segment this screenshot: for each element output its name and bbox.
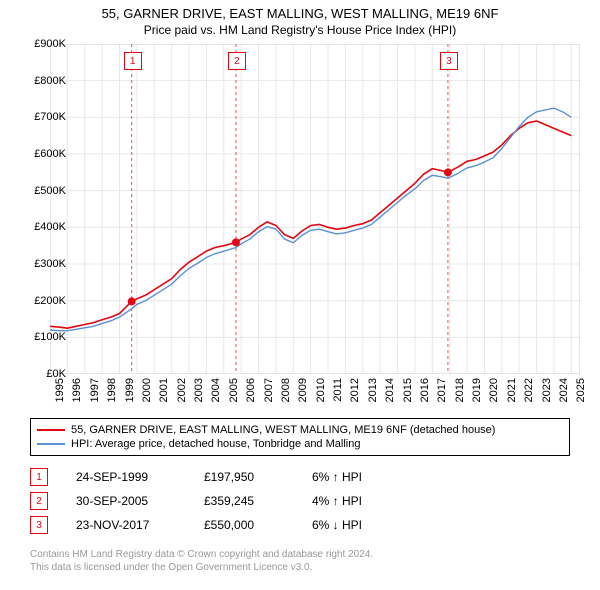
event-price: £197,950 [204,470,284,484]
chart-title-line2: Price paid vs. HM Land Registry's House … [0,21,600,37]
x-tick-label: 2017 [436,378,448,402]
event-row: 1 24-SEP-1999 £197,950 6% ↑ HPI [30,465,570,489]
x-tick-label: 2015 [402,378,414,402]
footer-line1: Contains HM Land Registry data © Crown c… [30,548,373,561]
x-tick-label: 2022 [523,378,535,402]
x-tick-label: 2002 [176,378,188,402]
event-delta: 6% ↑ HPI [312,470,412,484]
chart-event-marker: 1 [124,52,142,70]
legend-item: HPI: Average price, detached house, Tonb… [37,437,563,451]
x-tick-label: 1996 [71,378,83,402]
x-tick-label: 2001 [158,378,170,402]
x-tick-label: 2006 [245,378,257,402]
y-tick-label: £900K [34,38,66,50]
x-tick-label: 2016 [419,378,431,402]
x-tick-label: 1995 [54,378,66,402]
chart-event-marker: 2 [228,52,246,70]
x-tick-label: 2011 [332,378,344,402]
x-tick-label: 2000 [141,378,153,402]
chart-title-line1: 55, GARNER DRIVE, EAST MALLING, WEST MAL… [0,0,600,21]
y-tick-label: £400K [34,221,66,233]
x-tick-label: 1999 [124,378,136,402]
event-date: 30-SEP-2005 [76,494,176,508]
y-tick-label: £200K [34,295,66,307]
y-tick-label: £100K [34,331,66,343]
legend-swatch [37,443,65,445]
event-row: 2 30-SEP-2005 £359,245 4% ↑ HPI [30,489,570,513]
x-tick-label: 2012 [349,378,361,402]
x-tick-label: 2010 [315,378,327,402]
legend-label: 55, GARNER DRIVE, EAST MALLING, WEST MAL… [71,424,495,436]
event-date: 23-NOV-2017 [76,518,176,532]
footer-attribution: Contains HM Land Registry data © Crown c… [30,548,373,574]
x-tick-label: 2009 [297,378,309,402]
event-marker-box: 3 [30,516,48,534]
x-tick-label: 1997 [89,378,101,402]
x-tick-label: 2019 [471,378,483,402]
legend-item: 55, GARNER DRIVE, EAST MALLING, WEST MAL… [37,423,563,437]
event-delta: 6% ↓ HPI [312,518,412,532]
x-tick-label: 2018 [454,378,466,402]
x-tick-label: 2025 [575,378,587,402]
y-tick-label: £500K [34,185,66,197]
x-tick-label: 2008 [280,378,292,402]
event-marker-box: 1 [30,468,48,486]
x-tick-label: 2013 [367,378,379,402]
x-tick-label: 2014 [384,378,396,402]
chart-svg [50,44,580,374]
x-tick-label: 2020 [488,378,500,402]
x-tick-label: 2004 [210,378,222,402]
chart-container: 55, GARNER DRIVE, EAST MALLING, WEST MAL… [0,0,600,590]
y-tick-label: £700K [34,111,66,123]
x-tick-label: 2021 [506,378,518,402]
y-tick-label: £300K [34,258,66,270]
event-delta: 4% ↑ HPI [312,494,412,508]
legend-swatch [37,429,65,431]
y-tick-label: £800K [34,75,66,87]
footer-line2: This data is licensed under the Open Gov… [30,561,373,574]
x-tick-label: 2003 [193,378,205,402]
x-tick-label: 2007 [263,378,275,402]
event-row: 3 23-NOV-2017 £550,000 6% ↓ HPI [30,513,570,537]
event-price: £359,245 [204,494,284,508]
events-table: 1 24-SEP-1999 £197,950 6% ↑ HPI 2 30-SEP… [30,465,570,537]
x-tick-label: 2023 [541,378,553,402]
event-price: £550,000 [204,518,284,532]
legend: 55, GARNER DRIVE, EAST MALLING, WEST MAL… [30,418,570,456]
legend-label: HPI: Average price, detached house, Tonb… [71,438,360,450]
chart-event-marker: 3 [440,52,458,70]
event-marker-box: 2 [30,492,48,510]
event-date: 24-SEP-1999 [76,470,176,484]
x-tick-label: 2005 [228,378,240,402]
plot-area [50,44,580,374]
x-tick-label: 1998 [106,378,118,402]
x-tick-label: 2024 [558,378,570,402]
y-tick-label: £600K [34,148,66,160]
